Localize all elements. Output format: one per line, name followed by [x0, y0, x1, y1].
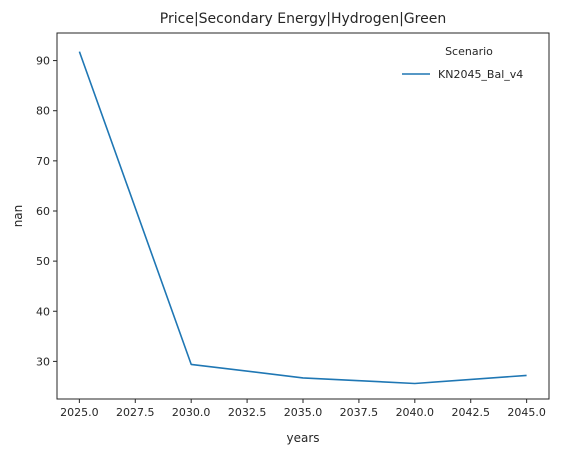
- x-tick-label: 2042.5: [451, 406, 490, 419]
- x-tick-label: 2040.0: [396, 406, 435, 419]
- y-tick-label: 50: [36, 255, 50, 268]
- legend-entry-label: KN2045_Bal_v4: [438, 68, 523, 81]
- chart-title: Price|Secondary Energy|Hydrogen|Green: [160, 11, 446, 27]
- y-tick-label: 30: [36, 355, 50, 368]
- y-tick-label: 60: [36, 205, 50, 218]
- y-tick-label: 90: [36, 55, 50, 68]
- y-tick-label: 70: [36, 155, 50, 168]
- legend-title: Scenario: [445, 45, 493, 58]
- x-tick-label: 2025.0: [60, 406, 99, 419]
- x-tick-label: 2045.0: [507, 406, 546, 419]
- series-layer: [78, 51, 527, 385]
- legend: Scenario KN2045_Bal_v4: [402, 45, 523, 81]
- x-tick-label: 2030.0: [172, 406, 211, 419]
- y-tick-label: 80: [36, 105, 50, 118]
- series-line-0: [78, 51, 527, 385]
- y-tick-label: 40: [36, 305, 50, 318]
- x-tick-label: 2037.5: [340, 406, 379, 419]
- x-tick-label: 2032.5: [228, 406, 267, 419]
- x-axis-label: years: [286, 431, 319, 445]
- x-tick-label: 2035.0: [284, 406, 323, 419]
- y-axis: 30 40 50 60 70 80 90: [36, 55, 57, 368]
- y-axis-label: nan: [11, 205, 25, 228]
- x-tick-label: 2027.5: [116, 406, 155, 419]
- plot-area-frame: [56, 32, 550, 400]
- x-axis: 2025.0 2027.5 2030.0 2032.5 2035.0 2037.5 2040…: [60, 399, 546, 419]
